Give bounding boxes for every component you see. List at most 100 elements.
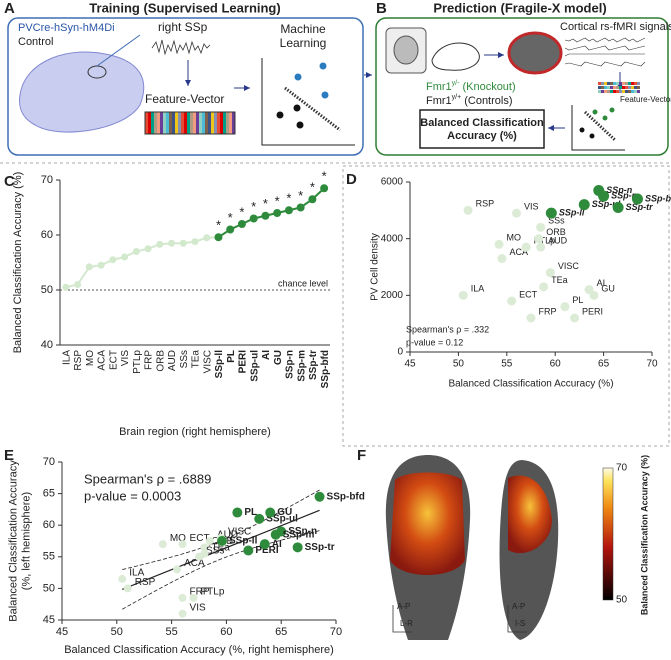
point-label: GU (277, 507, 292, 518)
point (458, 290, 468, 300)
point (62, 283, 70, 291)
x-tick-label: 50 (453, 359, 465, 370)
scanner-bore (393, 35, 419, 65)
point (178, 593, 187, 602)
barcode-stripe (190, 112, 193, 134)
barcode-stripe (604, 82, 607, 85)
signals-label: Cortical rs-fMRI signals (560, 21, 671, 33)
barcode-stripe (226, 112, 229, 134)
pointer (96, 34, 141, 67)
point-label: VIS (524, 202, 539, 212)
feature-vectors (598, 82, 640, 93)
method-line: Machine (280, 22, 326, 36)
point (589, 290, 599, 300)
point (511, 208, 521, 218)
line-significant (217, 187, 325, 239)
orientation: A-P (397, 602, 410, 611)
x-tick-label: MO (85, 350, 96, 366)
barcode-frame (144, 111, 236, 135)
y-tick-label: 60 (41, 229, 53, 241)
point-label: MO (507, 233, 522, 243)
barcode-stripe (616, 82, 619, 85)
barcode-stripe (631, 82, 634, 85)
point-label: ILA (129, 568, 144, 579)
point (314, 491, 325, 502)
point (265, 507, 276, 518)
x-tick-label: 45 (404, 359, 416, 370)
colorbar-tick: 70 (616, 463, 628, 474)
barcode-stripe (634, 90, 637, 93)
point (578, 199, 590, 211)
point-label: RSP (476, 199, 495, 209)
x-tick-label: 45 (56, 626, 68, 638)
x-axis-label: Balanced Classification Accuracy (%, rig… (64, 644, 334, 656)
point-label: VISC (558, 261, 580, 271)
barcode-stripe (232, 112, 235, 134)
x-tick-label: SSp-m (296, 350, 307, 382)
class-dot (321, 91, 329, 99)
point (284, 206, 293, 215)
class-dot (589, 133, 595, 139)
barcode-stripe (202, 112, 205, 134)
point (545, 268, 555, 278)
x-tick-label: 65 (275, 626, 287, 638)
barcode-stripe (205, 112, 208, 134)
barcode-stripe (604, 86, 607, 89)
panel-f: F 70 50 Balanced Classification Accuracy… (357, 447, 649, 640)
barcode-stripe (604, 90, 607, 93)
point (144, 245, 152, 253)
control: Control (18, 36, 53, 48)
decision-boundary (284, 86, 341, 132)
point (497, 254, 507, 263)
significance-marker: * (322, 169, 327, 184)
point (536, 222, 546, 232)
point (261, 211, 270, 220)
x-tick-label: 55 (501, 359, 513, 370)
barcode-stripe (631, 90, 634, 93)
point (200, 549, 209, 558)
point (158, 540, 167, 549)
barcode-stripe (229, 112, 232, 134)
point (200, 543, 209, 552)
point (173, 565, 182, 574)
x-axis-label: Balanced Classification Accuracy (%) (448, 379, 613, 390)
point-label: ILA (471, 284, 485, 294)
panel-label: F (357, 447, 366, 464)
x-tick-label: ORB (155, 350, 166, 372)
point (74, 281, 82, 288)
x-tick-label: SSp-ul (249, 350, 260, 382)
point (463, 205, 473, 215)
barcode-stripe (613, 82, 616, 85)
point-label: SSp-tr (626, 202, 653, 212)
point-label: ECT (519, 289, 538, 299)
barcode-stripe (619, 90, 622, 93)
point (97, 261, 105, 269)
significance-marker: * (286, 191, 291, 206)
reference-label: chance level (278, 278, 328, 288)
panel-label: A (4, 0, 15, 17)
point-label: AI (597, 278, 606, 288)
point (191, 238, 199, 246)
x-tick-label: PERI (238, 350, 249, 374)
method: Machine Learning (280, 22, 327, 50)
point-label: PL (244, 507, 257, 518)
barcode-stripe (625, 82, 628, 85)
x-tick-label: 70 (646, 359, 658, 370)
barcode-stripe (184, 112, 187, 134)
class-dot (609, 107, 615, 113)
genotype: y/- (452, 80, 460, 87)
barcode-stripe (598, 86, 601, 89)
y-axis-label: (%, left hemisphere) (20, 492, 32, 590)
barcode-stripe (211, 112, 214, 134)
point-label: SSp-m (611, 191, 640, 201)
x-tick-label: AI (261, 350, 272, 360)
point-label: SSp-ul (266, 514, 298, 525)
control-label: Fmr1y/+ (Controls) (426, 94, 513, 107)
barcode-stripe (199, 112, 202, 134)
x-tick-label: VIS (120, 350, 131, 366)
barcode-stripe (628, 86, 631, 89)
y-tick-label: 70 (43, 456, 55, 468)
decision-boundary (583, 110, 617, 142)
x-tick-label: GU (273, 350, 284, 365)
x-tick-label: SSs (179, 350, 190, 368)
